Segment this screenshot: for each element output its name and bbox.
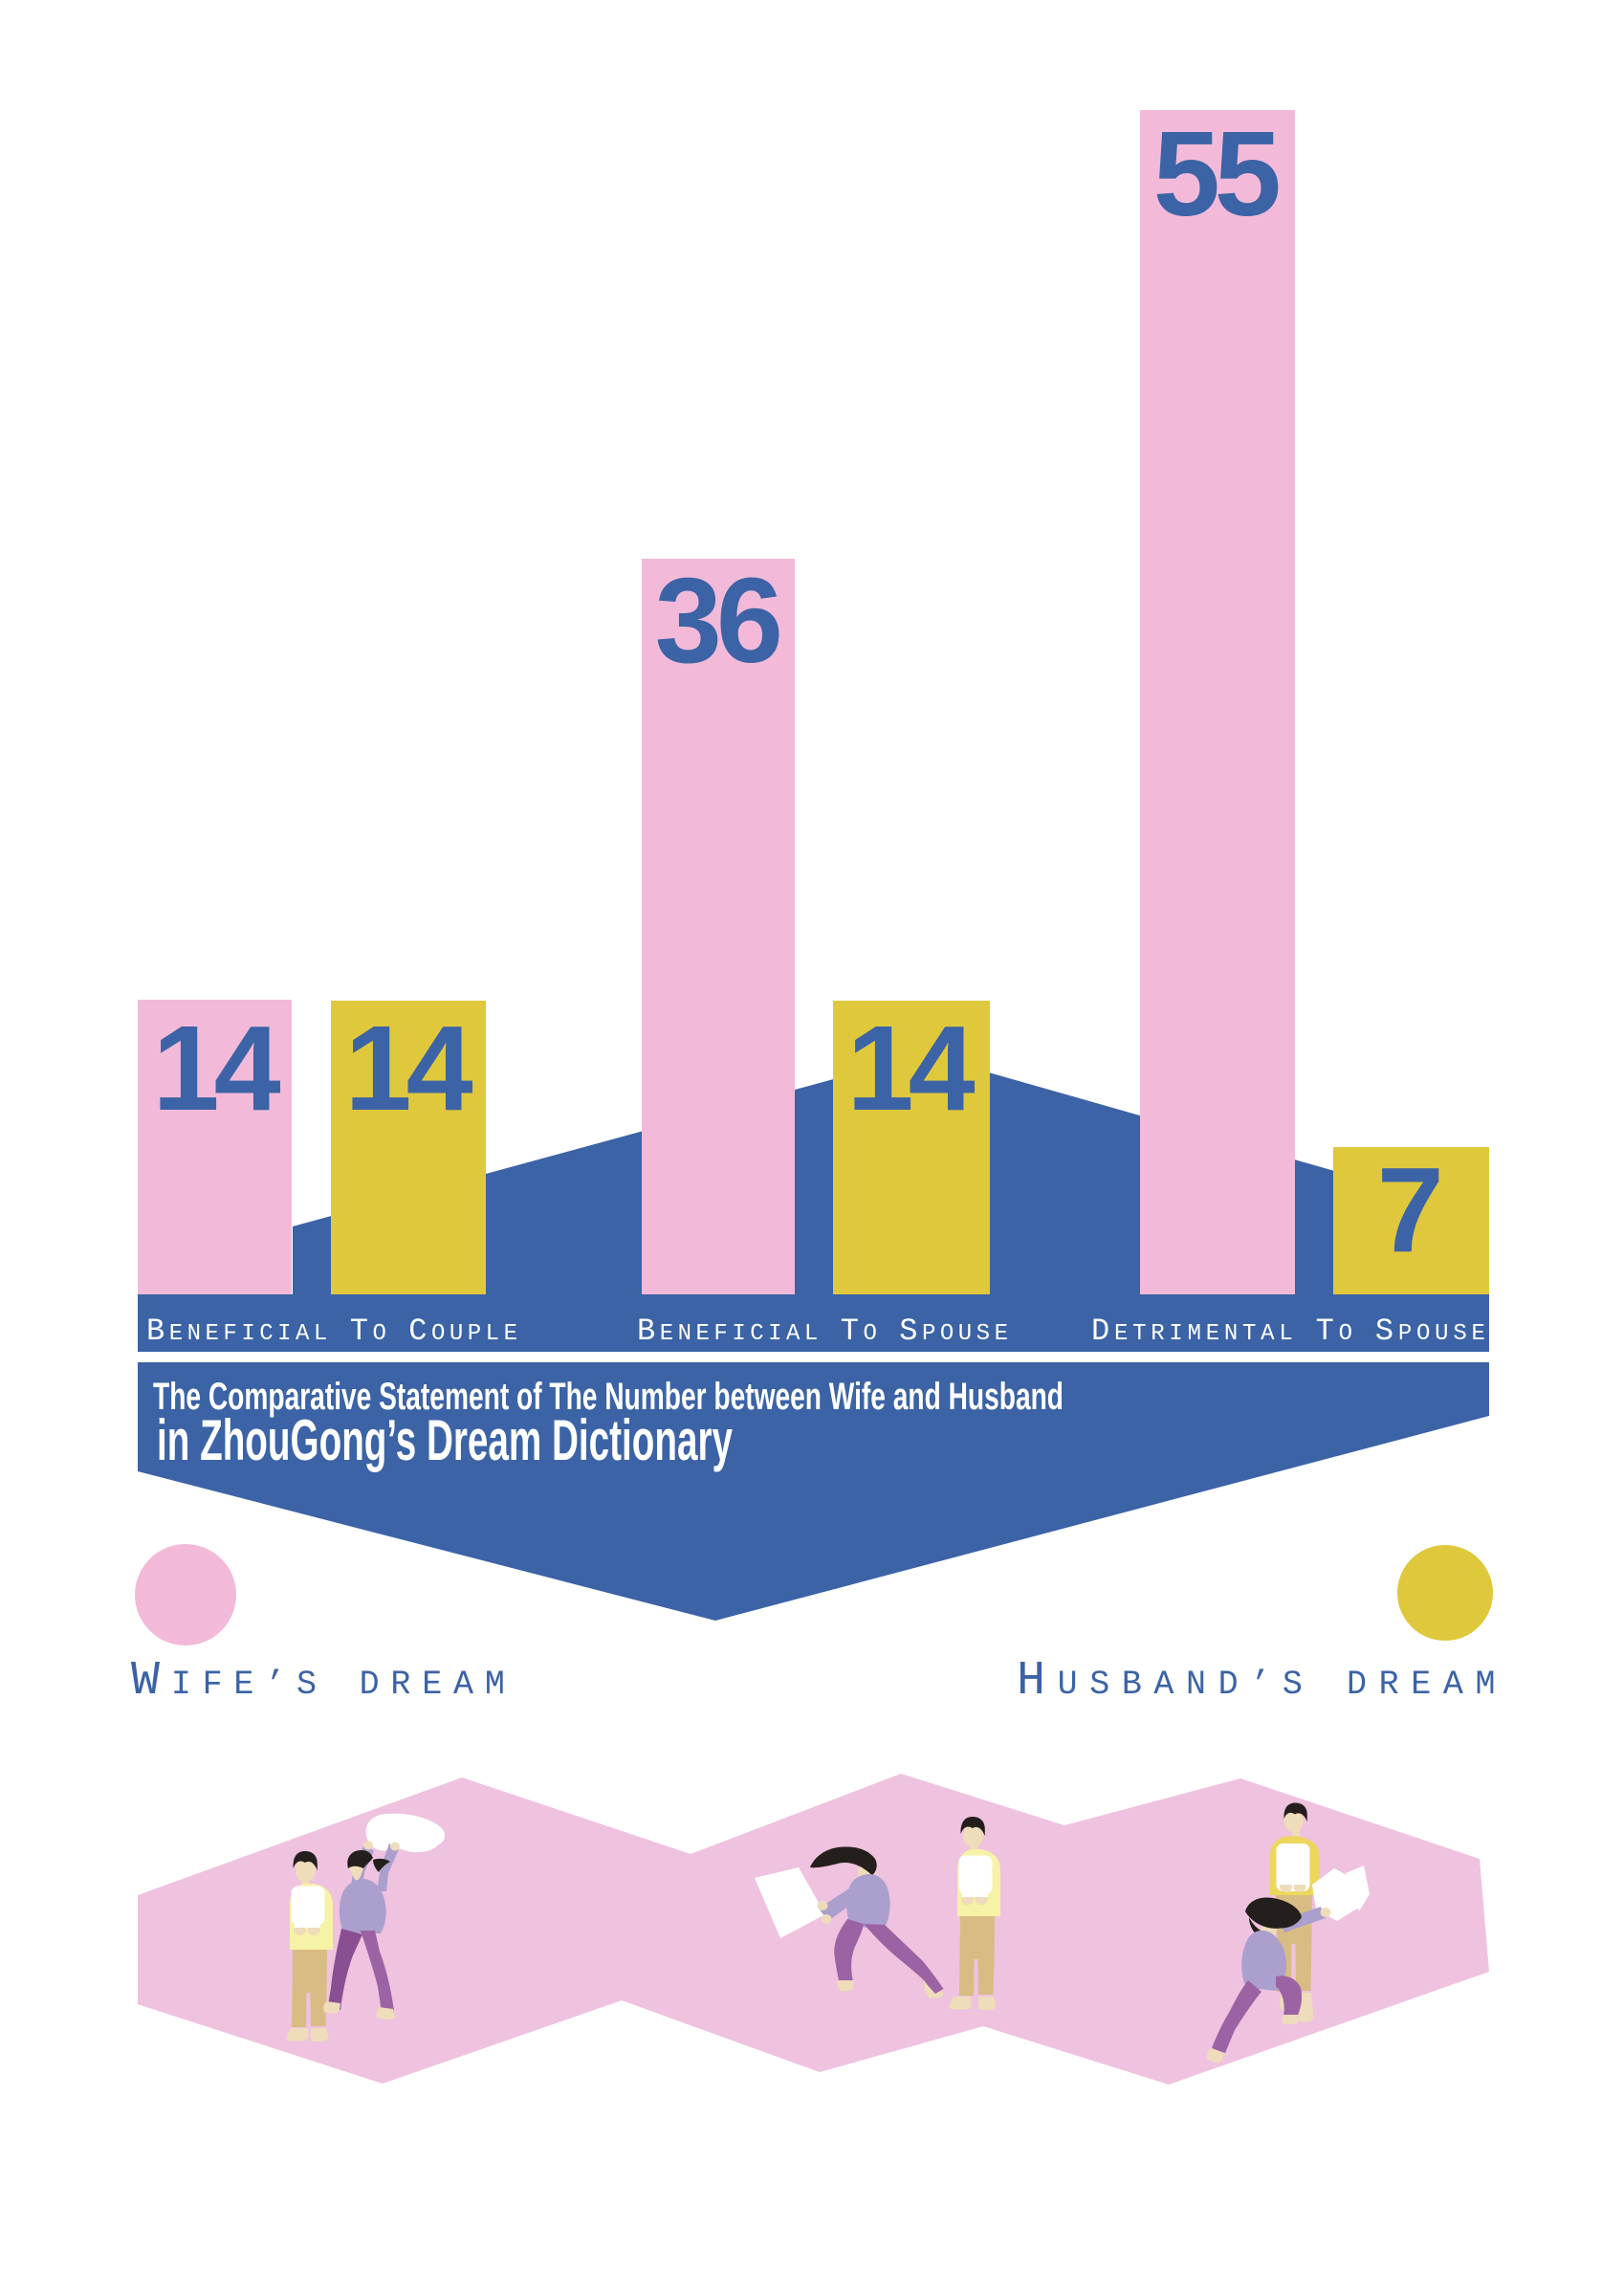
svg-text:in ZhouGong’s Dream Dictionary: in ZhouGong’s Dream Dictionary (157, 1408, 733, 1472)
svg-text:36: 36 (655, 553, 779, 688)
svg-text:14: 14 (153, 1001, 281, 1136)
svg-text:14: 14 (847, 1001, 976, 1136)
svg-text:7: 7 (1377, 1142, 1439, 1277)
svg-text:14: 14 (345, 1001, 473, 1136)
svg-text:The Comparative Statement of T: The Comparative Statement of The Number … (153, 1376, 1064, 1418)
svg-text:55: 55 (1153, 106, 1279, 241)
